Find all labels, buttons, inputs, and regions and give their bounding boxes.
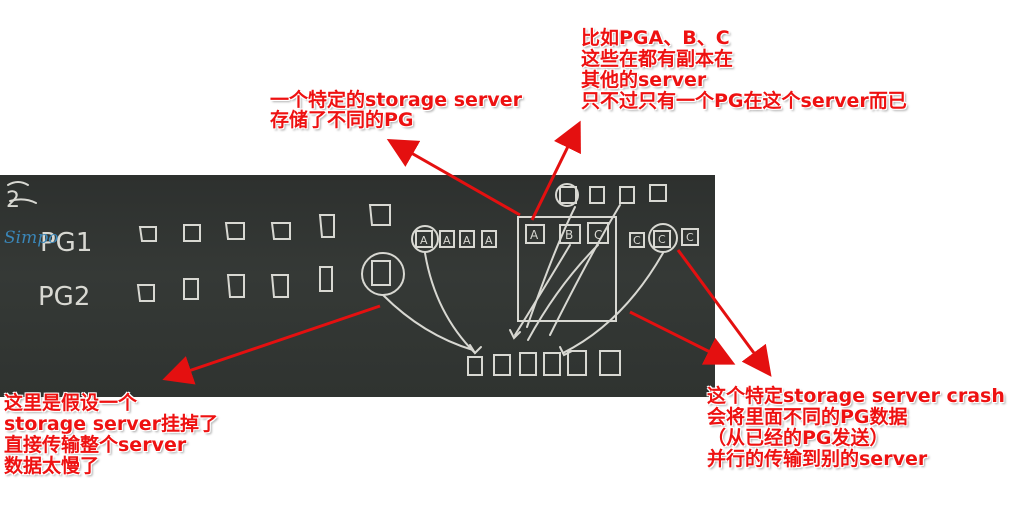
annotation-line: storage server挂掉了 [4,413,218,435]
chalk-letter: B [565,228,573,242]
annotation-bottom-right: 这个特定storage server crash 会将里面不同的PG数据 （从已… [707,386,1005,470]
arrow-top-left [386,139,521,217]
annotation-line: 会将里面不同的PG数据 [707,406,908,428]
chalk-letter: C [633,234,641,247]
annotation-top-left: 一个特定的storage server 存储了不同的PG [270,90,522,130]
arrow-bottom-right-2 [676,249,772,377]
corner-mark: 2 [6,188,20,213]
annotation-line: 其他的server [581,69,707,91]
annotation-top-right: 比如PGA、B、C 这些在都有副本在 其他的server 只不过只有一个PG在这… [581,28,907,112]
annotation-line: 一个特定的storage server [270,89,522,111]
annotation-line: 并行的传输到别的server [707,448,928,470]
annotation-line: 这里是假设一个 [4,392,138,414]
receiver-squares [467,350,621,376]
server-box [517,216,617,322]
arrow-top-right [530,120,581,221]
chalk-letter: C [658,233,666,246]
annotation-line: 这个特定storage server crash [707,385,1005,407]
annotation-line: 比如PGA、B、C [581,27,730,49]
watermark: Simpo [4,228,59,248]
annotation-line: 数据太慢了 [4,455,100,477]
corner-scribble-2 [9,198,37,204]
annotation-line: 只不过只有一个PG在这个server而已 [581,90,907,112]
annotation-line: 这些在都有副本在 [581,48,734,70]
pg1-squares [138,204,391,242]
arrow-bottom-right-1 [629,310,736,365]
chalk-letter: C [594,228,602,242]
annotation-line: 存储了不同的PG [270,109,414,131]
chalk-letter: A [485,234,493,247]
blackboard-image: PG1 PG2 2 A A A A A B C C C C Simpo [0,175,715,397]
chalk-arrows [382,204,664,357]
pg1-label: PG1 [40,228,92,258]
replica-row [411,183,699,253]
arrow-bottom-left [162,304,381,385]
chalk-letter: A [443,234,451,247]
pg2-label: PG2 [38,282,90,312]
chalk-letter: A [463,234,471,247]
chalk-letter: A [420,234,428,247]
annotation-bottom-left: 这里是假设一个 storage server挂掉了 直接传输整个server 数… [4,393,218,477]
chalk-drawing: PG1 PG2 2 A A A A A B C C C C [6,181,699,376]
chalk-letter: C [686,231,694,244]
chalk-letter: A [530,228,539,242]
annotation-line: （从已经的PG发送） [707,427,889,449]
annotation-line: 直接传输整个server [4,434,187,456]
corner-scribble [7,181,29,186]
